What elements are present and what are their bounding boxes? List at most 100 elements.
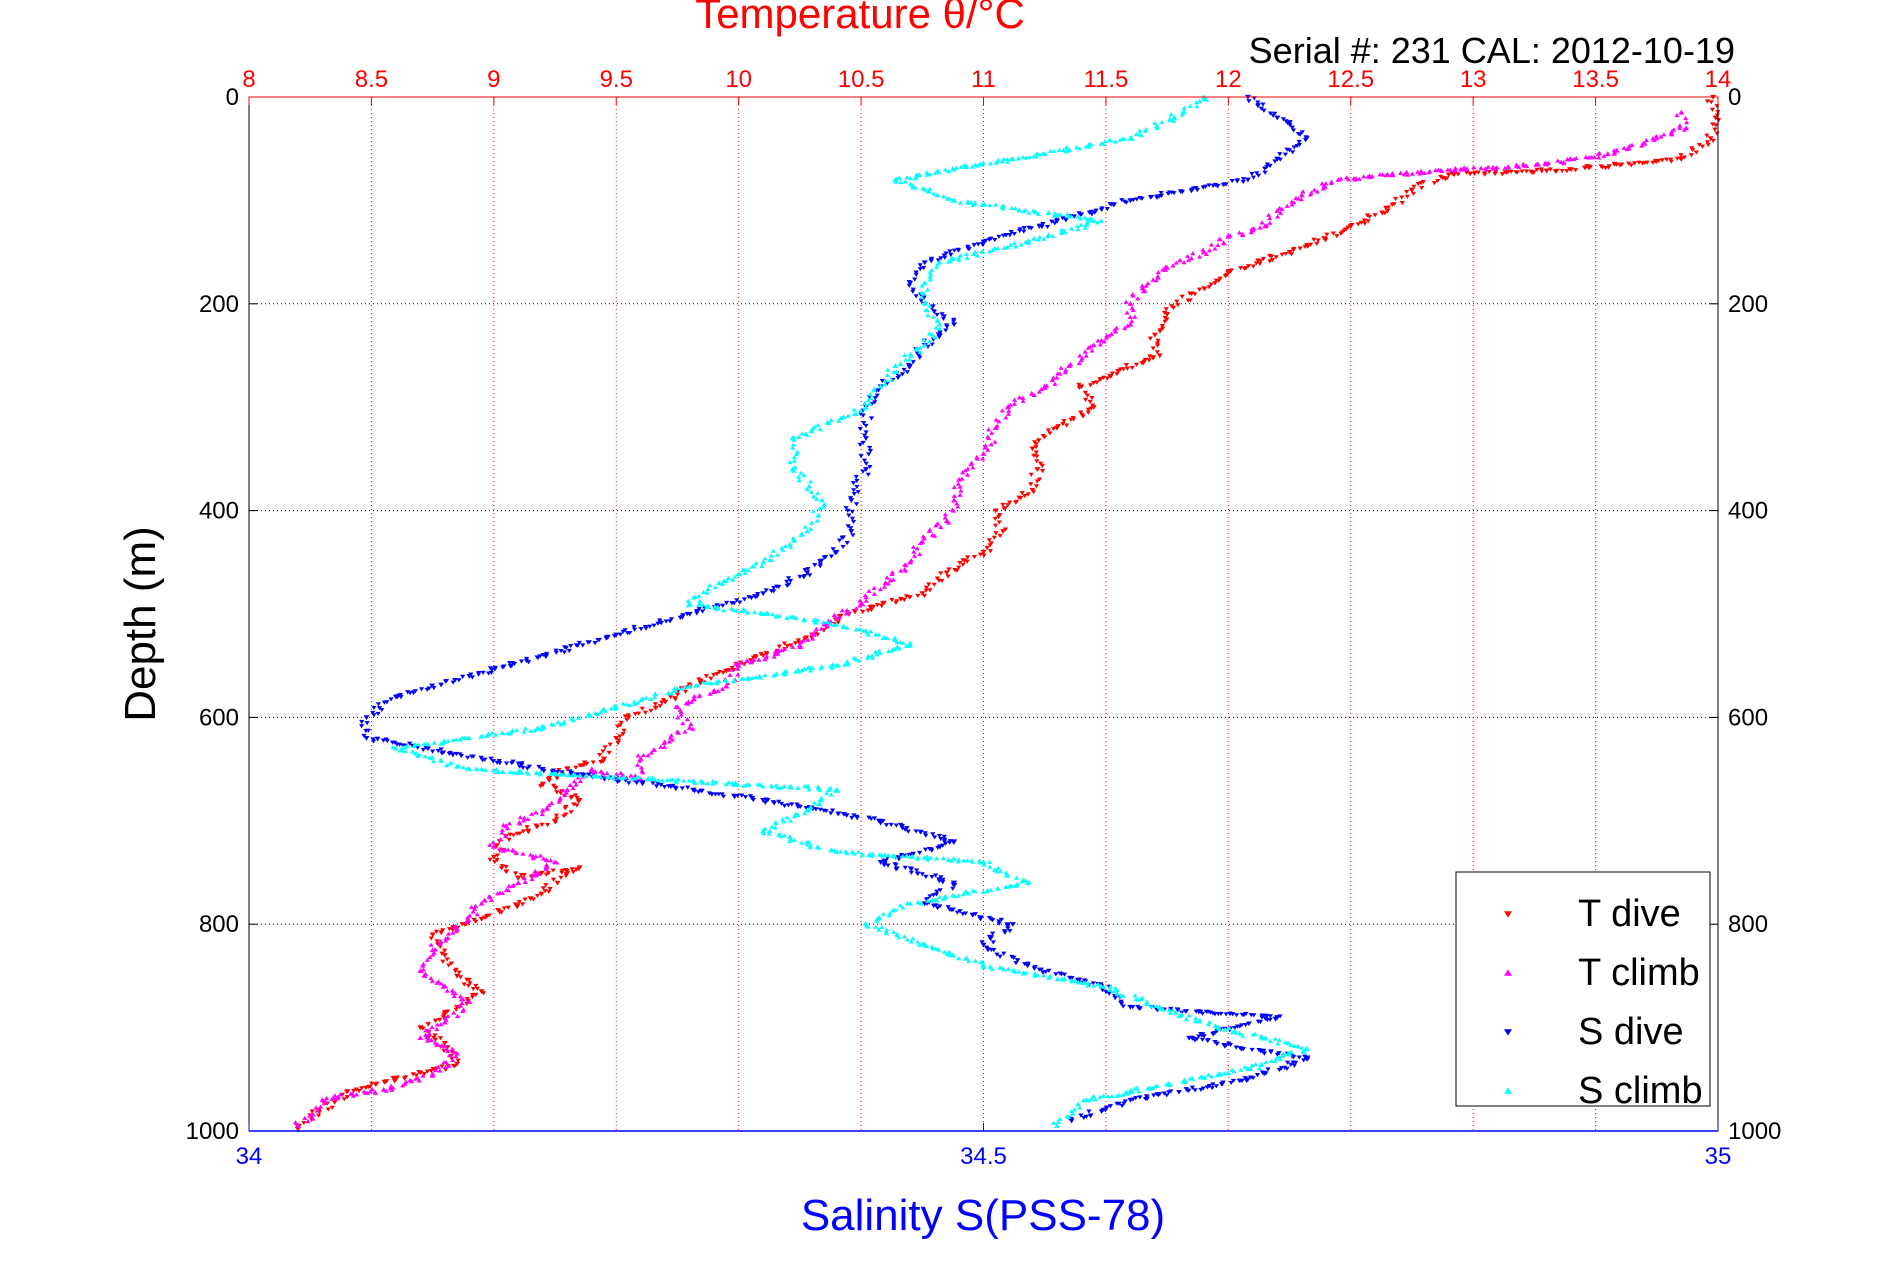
data-point [634,780,640,786]
data-point [577,772,583,778]
data-point [867,392,873,397]
data-point [853,606,859,611]
data-point [888,377,894,382]
data-point [553,771,559,776]
data-point [1188,1075,1194,1081]
data-point [1095,338,1101,343]
data-point [1002,930,1008,935]
data-point [936,169,942,174]
x-axis-label-salinity: Salinity S(PSS-78) [801,1191,1165,1240]
data-point [1077,353,1083,358]
data-point [980,456,986,461]
data-point [452,969,458,974]
data-point [1082,390,1089,395]
data-point [893,907,899,912]
data-point [980,243,986,248]
data-point [440,984,446,989]
data-point [1261,108,1267,113]
data-point [431,686,437,691]
data-point [776,584,782,590]
data-point [402,749,409,754]
data-point [951,508,957,513]
data-point [803,431,809,436]
data-point [1255,1019,1261,1024]
data-point [1242,1076,1248,1081]
data-point [1431,181,1438,186]
data-point [1242,1064,1248,1069]
data-point [488,897,494,902]
data-point [499,830,505,835]
data-point [848,498,855,503]
data-point [801,472,807,478]
data-point [1026,154,1033,160]
data-point [1013,500,1019,505]
data-point [961,858,967,863]
data-point [927,270,933,275]
data-point [865,924,871,929]
data-point [325,1107,331,1112]
depth-tick-label: 400 [199,498,239,525]
data-point [529,876,535,882]
data-point [812,563,818,568]
data-point [1059,230,1065,235]
data-point [956,257,962,262]
data-point [536,764,542,770]
data-point [305,1119,311,1124]
data-point [1269,258,1275,263]
data-point [1147,354,1153,359]
data-point [698,788,704,794]
data-point [678,712,684,717]
data-point [478,755,484,760]
data-point [667,695,674,700]
data-point [760,591,767,597]
data-point [1130,1005,1136,1010]
data-point [929,332,935,337]
data-point [539,807,546,813]
data-point [802,567,808,573]
data-point [445,1045,451,1050]
data-point [934,312,940,318]
data-point [379,707,385,713]
data-point [903,357,909,362]
data-point [1236,230,1243,235]
data-point [921,342,928,348]
data-point [815,513,821,518]
data-point [766,831,772,836]
data-point [421,741,427,747]
data-point [1005,926,1011,931]
data-point [816,845,822,850]
data-point [868,395,874,401]
data-point [768,784,775,789]
data-point [980,859,987,865]
data-point [1261,1072,1267,1077]
data-point [1014,875,1020,880]
data-point [974,253,981,258]
data-point [1544,169,1550,174]
data-point [1250,1032,1256,1037]
data-point [940,855,946,861]
data-point [972,912,978,917]
data-point [997,954,1003,959]
data-point [923,833,929,838]
data-point [785,576,792,581]
data-point [1052,211,1058,216]
data-point [846,513,852,518]
data-point [1033,154,1039,159]
data-point [499,827,505,832]
data-point [874,918,880,923]
data-point [1082,215,1088,220]
data-point [862,406,868,411]
data-point [438,1022,444,1027]
data-point [1154,1003,1160,1008]
data-point [965,466,971,471]
data-point [1153,194,1160,199]
data-point [441,1041,448,1046]
data-point [307,1112,314,1118]
data-point [1227,1012,1233,1017]
data-point [1074,145,1080,150]
data-point [892,854,898,859]
data-point [418,968,424,973]
data-point [514,831,521,836]
data-point [550,783,557,788]
data-point [1714,131,1720,136]
